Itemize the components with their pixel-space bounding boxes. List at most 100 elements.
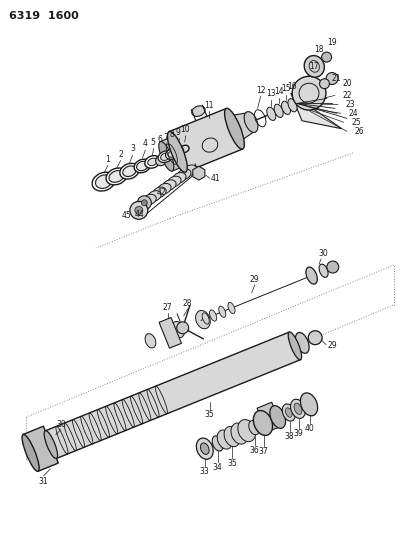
Text: 25: 25 [352, 118, 361, 127]
Circle shape [326, 72, 338, 85]
Circle shape [155, 156, 166, 166]
Ellipse shape [267, 107, 276, 120]
Ellipse shape [231, 423, 248, 444]
Circle shape [292, 76, 326, 110]
Ellipse shape [148, 158, 157, 166]
Text: 19: 19 [327, 38, 336, 47]
Ellipse shape [22, 434, 39, 471]
Text: 42: 42 [156, 188, 166, 197]
Polygon shape [257, 402, 282, 432]
Text: 14: 14 [274, 87, 284, 96]
Ellipse shape [158, 151, 173, 163]
Ellipse shape [123, 166, 136, 176]
Ellipse shape [143, 195, 156, 205]
Text: 39: 39 [294, 429, 304, 438]
Text: 17: 17 [309, 62, 319, 71]
Text: 1: 1 [105, 155, 110, 164]
Ellipse shape [210, 310, 217, 321]
Text: 45: 45 [122, 211, 132, 220]
Text: 30: 30 [318, 249, 328, 258]
Ellipse shape [159, 141, 174, 171]
Ellipse shape [157, 183, 171, 194]
Text: 38: 38 [285, 432, 294, 441]
Ellipse shape [288, 99, 297, 112]
Polygon shape [23, 426, 58, 471]
Circle shape [327, 261, 339, 273]
Ellipse shape [228, 302, 235, 314]
Circle shape [137, 196, 151, 209]
Circle shape [319, 79, 329, 88]
Polygon shape [45, 332, 300, 458]
Ellipse shape [286, 408, 292, 417]
Ellipse shape [200, 443, 209, 455]
Ellipse shape [244, 111, 258, 132]
Ellipse shape [92, 172, 115, 191]
Ellipse shape [145, 334, 156, 348]
Text: 30: 30 [56, 419, 66, 429]
Text: 7: 7 [163, 133, 168, 142]
Text: 31: 31 [39, 477, 48, 486]
Ellipse shape [134, 159, 151, 173]
Text: 10: 10 [180, 125, 190, 134]
Circle shape [308, 330, 322, 345]
Text: 4: 4 [143, 139, 148, 148]
Ellipse shape [219, 306, 226, 318]
Ellipse shape [282, 101, 290, 115]
Circle shape [135, 206, 143, 214]
Ellipse shape [253, 410, 273, 435]
Ellipse shape [120, 163, 139, 179]
Ellipse shape [224, 426, 240, 447]
Text: 8: 8 [169, 130, 174, 139]
Text: 20: 20 [342, 79, 352, 88]
Text: 24: 24 [349, 109, 358, 118]
Ellipse shape [304, 55, 324, 77]
Ellipse shape [300, 393, 318, 416]
Ellipse shape [249, 421, 259, 435]
Circle shape [177, 322, 188, 334]
Polygon shape [291, 93, 341, 128]
Ellipse shape [168, 151, 176, 157]
Text: 33: 33 [200, 466, 210, 475]
Text: 16: 16 [288, 82, 297, 91]
Text: 29: 29 [250, 275, 259, 284]
Ellipse shape [294, 403, 302, 415]
Polygon shape [159, 318, 182, 348]
Ellipse shape [163, 180, 176, 190]
Ellipse shape [238, 419, 256, 442]
Ellipse shape [106, 168, 127, 185]
Ellipse shape [177, 169, 191, 180]
Circle shape [141, 200, 147, 206]
Text: 2: 2 [118, 150, 123, 158]
Ellipse shape [212, 436, 223, 451]
Text: 28: 28 [183, 299, 193, 308]
Ellipse shape [109, 171, 124, 182]
Ellipse shape [153, 187, 166, 198]
Text: 34: 34 [213, 463, 222, 472]
Polygon shape [160, 137, 183, 171]
Ellipse shape [195, 310, 210, 329]
Ellipse shape [166, 149, 178, 159]
Text: 40: 40 [305, 424, 315, 433]
Text: 22: 22 [343, 91, 352, 100]
Polygon shape [169, 108, 243, 172]
Ellipse shape [288, 332, 302, 360]
Ellipse shape [148, 191, 161, 201]
Text: 18: 18 [315, 45, 324, 54]
Ellipse shape [168, 176, 181, 187]
Text: 13: 13 [266, 90, 276, 99]
Text: 12: 12 [256, 86, 265, 95]
Ellipse shape [196, 438, 213, 459]
Ellipse shape [173, 147, 184, 156]
Ellipse shape [95, 175, 112, 189]
Ellipse shape [192, 106, 205, 116]
Text: 41: 41 [211, 174, 220, 183]
Text: 27: 27 [163, 303, 172, 312]
Text: 5: 5 [150, 138, 155, 147]
Ellipse shape [145, 156, 160, 168]
Ellipse shape [319, 264, 328, 277]
Ellipse shape [172, 321, 184, 338]
Text: 3: 3 [130, 144, 135, 154]
Ellipse shape [290, 399, 306, 418]
Polygon shape [229, 113, 255, 142]
Text: 35: 35 [228, 459, 237, 469]
